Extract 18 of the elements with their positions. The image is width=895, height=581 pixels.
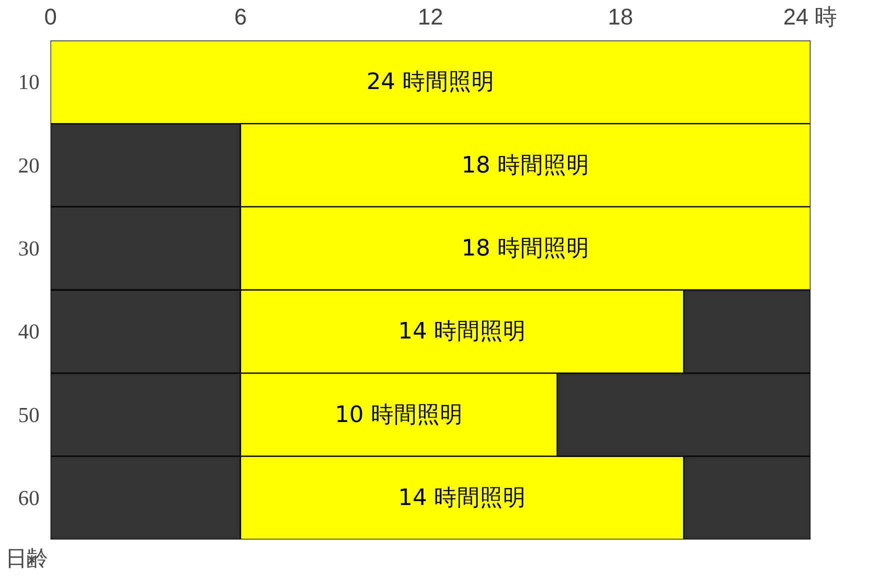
x-tick-label: 12 bbox=[418, 4, 444, 30]
data-label: 10 時間照明 bbox=[334, 402, 463, 428]
x-tick-label: 18 bbox=[608, 4, 634, 30]
data-label: 18 時間照明 bbox=[461, 152, 590, 178]
y-tick-label: 30 bbox=[18, 236, 40, 260]
y-tick-label: 60 bbox=[18, 486, 40, 510]
x-tick-label: 24 時 bbox=[783, 4, 838, 30]
y-axis-title: 日齢 bbox=[6, 546, 48, 570]
x-tick-label: 0 bbox=[44, 4, 57, 30]
data-label: 14 時間照明 bbox=[398, 484, 526, 511]
y-tick-label: 20 bbox=[18, 153, 40, 178]
x-tick-label: 6 bbox=[234, 4, 247, 30]
y-tick-label: 40 bbox=[18, 320, 40, 344]
data-label: 14 時間照明 bbox=[398, 318, 526, 345]
data-label: 18 時間照明 bbox=[461, 235, 590, 262]
y-tick-label: 50 bbox=[18, 402, 40, 427]
y-tick-label: 10 bbox=[18, 70, 40, 94]
data-label: 24 時間照明 bbox=[366, 69, 495, 96]
